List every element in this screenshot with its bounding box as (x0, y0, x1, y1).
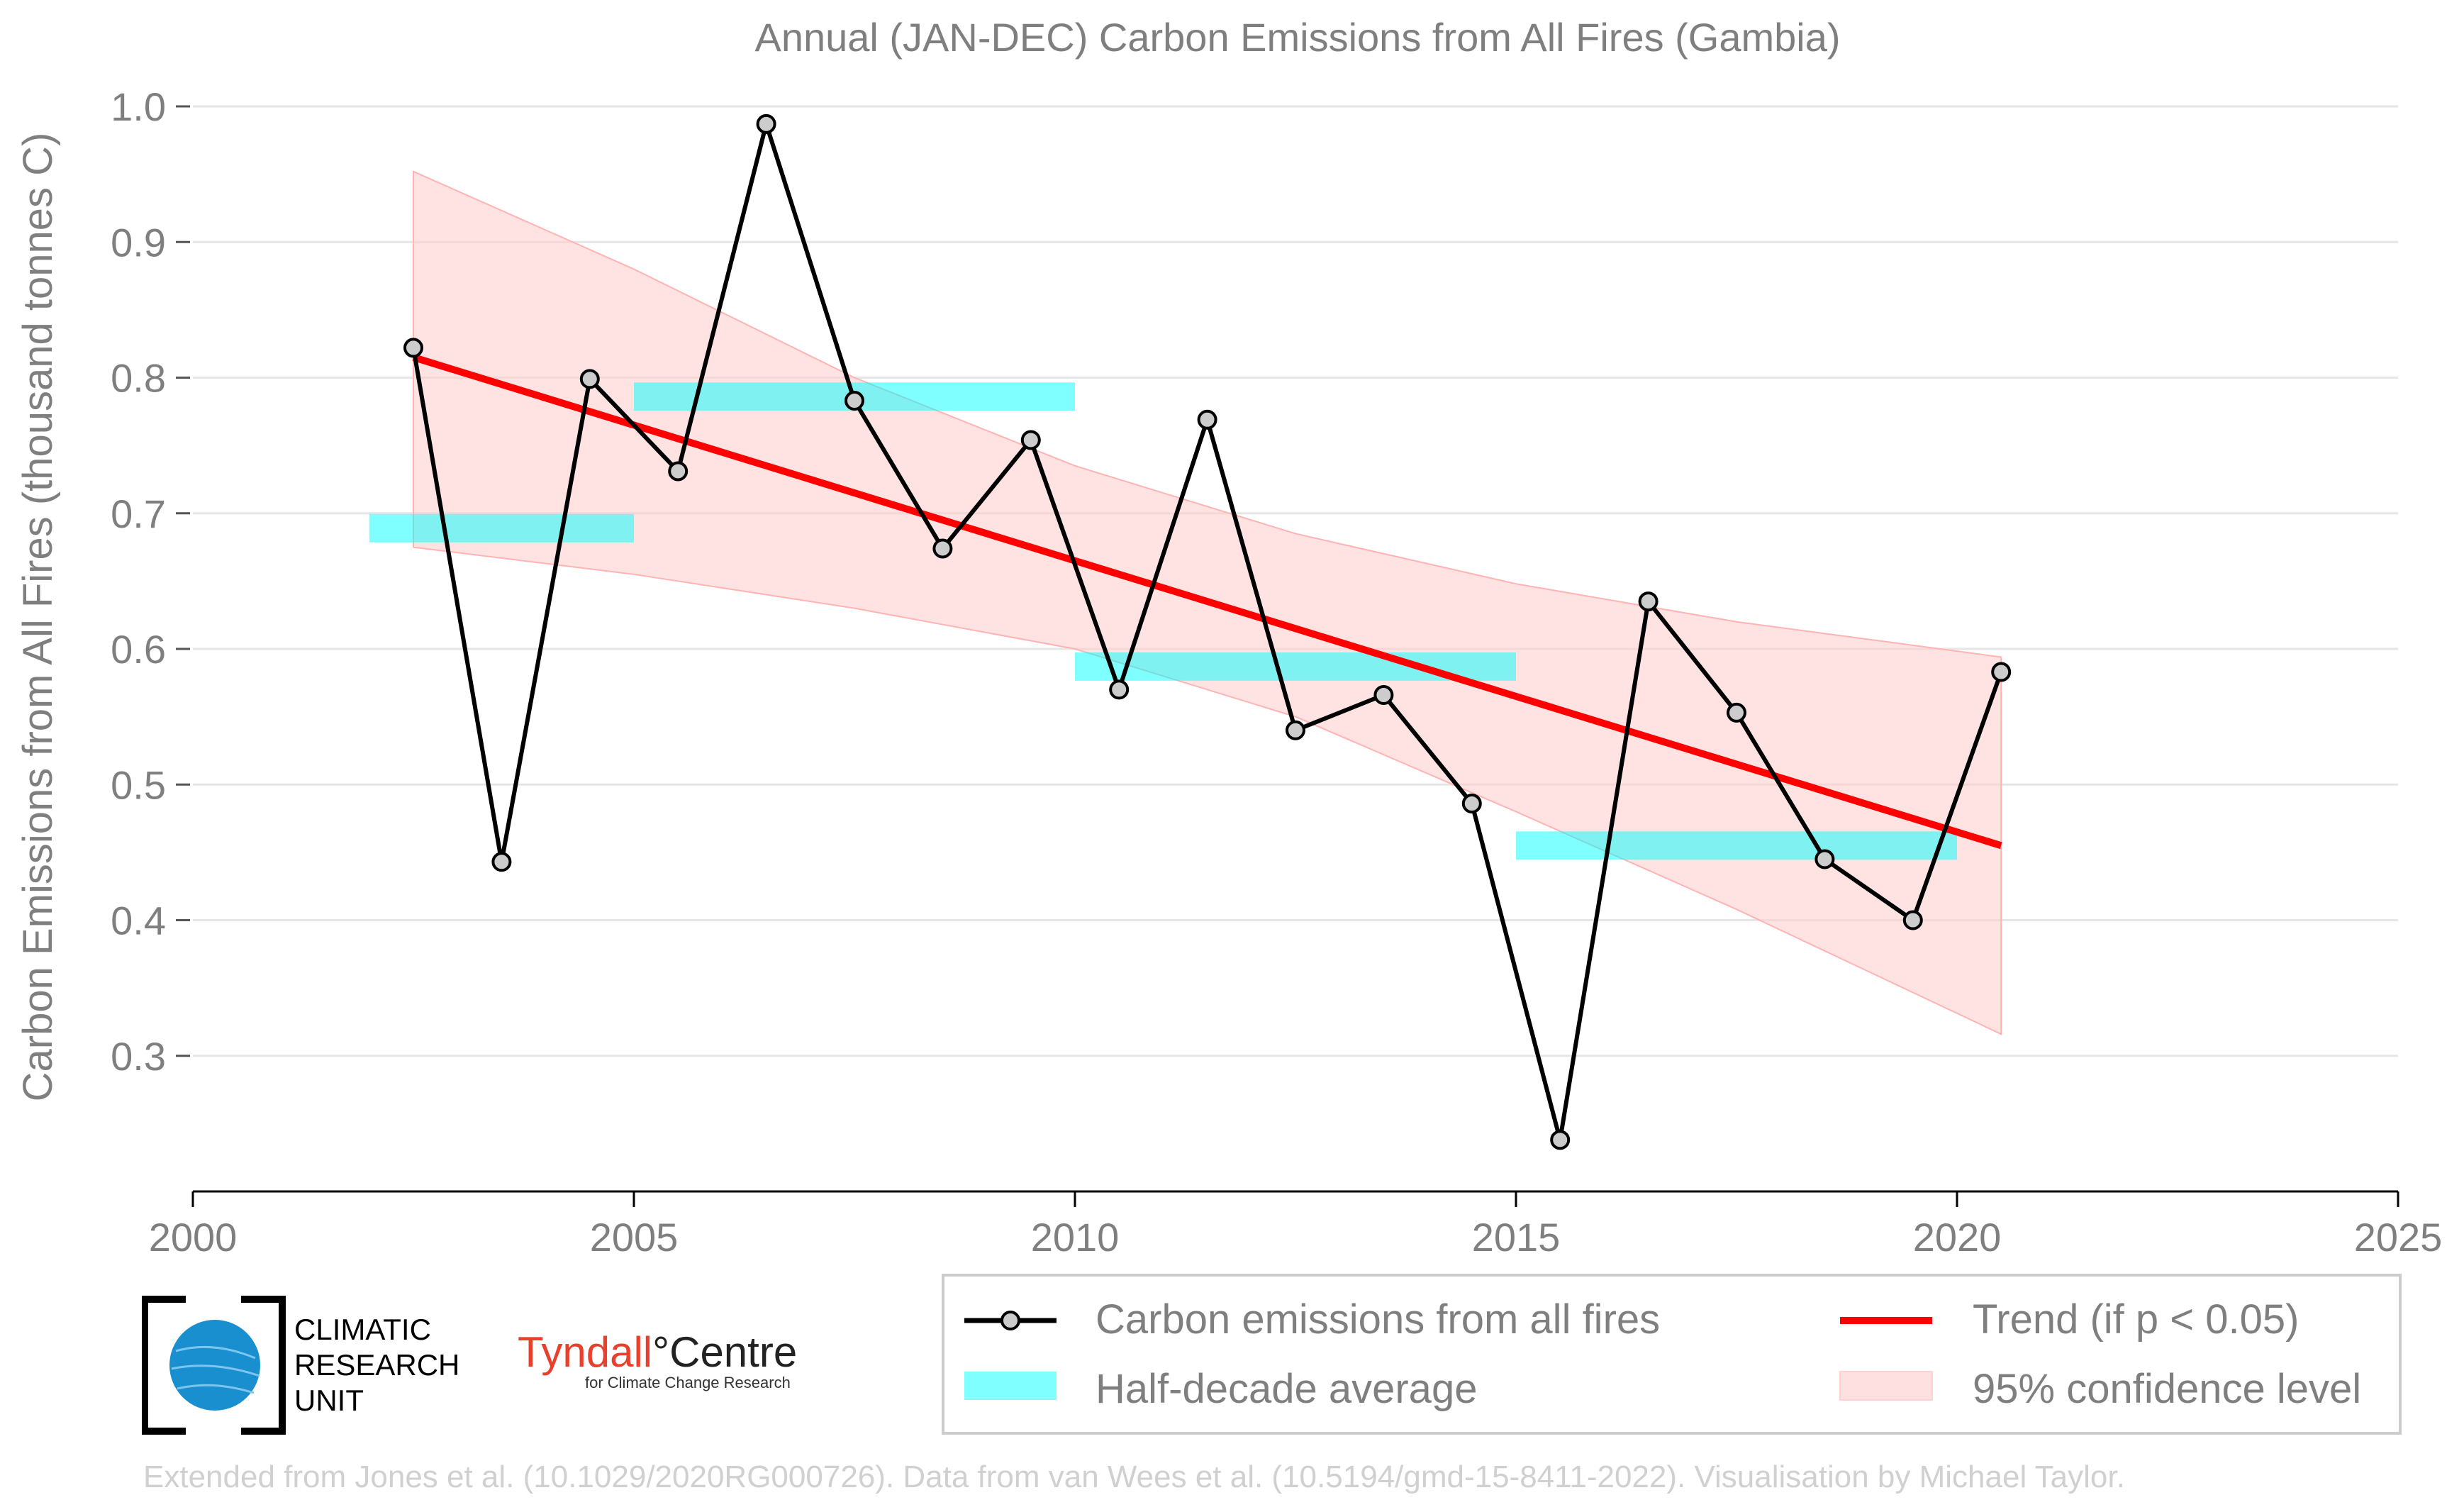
footer-credits: Extended from Jones et al. (10.1029/2020… (143, 1460, 2125, 1494)
tyndall-name: Tyndall (518, 1328, 653, 1376)
legend-swatch-confidence (1839, 1371, 1933, 1401)
y-tick-label-6: 0.9 (111, 220, 166, 265)
emissions-point-4 (756, 113, 776, 134)
x-tick-label-0: 2000 (149, 1215, 238, 1260)
x-tick-label-3: 2015 (1472, 1215, 1561, 1260)
emissions-point-15 (1727, 702, 1746, 723)
logos: CLIMATIC RESEARCH UNIT Tyndall°Centre fo… (142, 1291, 851, 1447)
chart-title: Annual (JAN-DEC) Carbon Emissions from A… (754, 15, 1840, 60)
y-tick-label-0: 0.3 (111, 1034, 166, 1079)
emissions-point-14 (1638, 591, 1659, 612)
y-tick-label-2: 0.5 (111, 762, 166, 807)
cru-line2: RESEARCH (294, 1348, 460, 1382)
emissions-point-5 (844, 391, 864, 411)
y-tick-label-4: 0.7 (111, 491, 166, 536)
cru-logo-text: CLIMATIC RESEARCH UNIT (294, 1312, 459, 1418)
x-ticks: 2000 2005 2010 2015 2020 2025 (149, 1191, 2443, 1260)
emissions-point-16 (1814, 849, 1835, 869)
emissions-point-10 (1286, 720, 1305, 740)
cru-logo (142, 1296, 286, 1435)
tyndall-degree: ° (652, 1328, 670, 1376)
emissions-point-8 (1109, 679, 1130, 700)
emissions-point-13 (1550, 1130, 1571, 1150)
legend-label-trend: Trend (if p < 0.05) (1973, 1296, 2299, 1343)
tyndall-logo: Tyndall°Centre for Climate Change Resear… (518, 1328, 797, 1392)
legend-label-emissions: Carbon emissions from all fires (1096, 1296, 1660, 1343)
half-decade-bar-0 (369, 513, 634, 543)
emissions-point-9 (1197, 409, 1217, 430)
y-tick-label-5: 0.8 (111, 356, 166, 401)
tyndall-subtitle: for Climate Change Research (585, 1374, 791, 1391)
legend-box (942, 1274, 2402, 1435)
cru-line3: UNIT (294, 1384, 364, 1417)
trend-line-group (412, 354, 2002, 850)
y-tick-label-1: 0.4 (111, 899, 166, 943)
legend-label-half-decade: Half-decade average (1096, 1366, 1477, 1412)
emissions-point-6 (932, 538, 953, 559)
y-tick-label-3: 0.6 (111, 627, 166, 672)
emissions-point-0 (403, 338, 423, 358)
legend-swatch-half-decade (964, 1372, 1057, 1400)
emissions-point-1 (491, 852, 512, 872)
x-tick-label-2: 2010 (1031, 1215, 1120, 1260)
y-axis-label: Carbon Emissions from All Fires (thousan… (15, 133, 61, 1102)
x-tick-label-1: 2005 (590, 1215, 679, 1260)
emissions-point-18 (1991, 662, 2012, 682)
emissions-point-12 (1461, 794, 1482, 814)
y-tick-label-7: 1.0 (111, 84, 166, 129)
legend: Carbon emissions from all fires Half-dec… (942, 1274, 2402, 1435)
half-decade-bars (369, 382, 1957, 860)
tyndall-centre: Centre (669, 1328, 798, 1376)
emissions-point-2 (579, 369, 600, 389)
cru-line1: CLIMATIC (294, 1313, 431, 1346)
emissions-point-11 (1373, 685, 1394, 706)
legend-marker-emissions (1000, 1311, 1020, 1330)
emissions-series (403, 113, 2012, 1150)
emissions-point-3 (668, 461, 689, 482)
trend-line (412, 354, 2002, 850)
emissions-point-7 (1020, 430, 1041, 450)
x-tick-label-4: 2020 (1913, 1215, 2002, 1260)
emissions-point-17 (1902, 910, 1923, 930)
y-ticks: 0.3 0.4 0.5 0.6 0.7 0.8 0.9 1.0 (111, 84, 190, 1079)
half-decade-bar-3 (1516, 831, 1957, 860)
legend-label-confidence: 95% confidence level (1973, 1366, 2361, 1412)
x-tick-label-5: 2025 (2354, 1215, 2443, 1260)
